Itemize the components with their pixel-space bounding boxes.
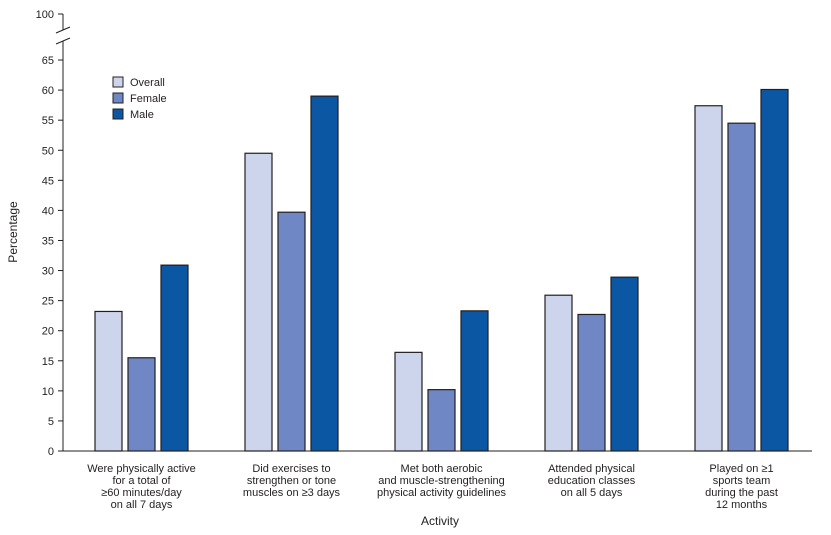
y-tick-label-5: 5 [48,416,54,428]
bar-overall-4 [694,105,723,452]
bar-male-1 [310,95,339,452]
legend-swatch-male [112,108,124,120]
category-label-0: Were physically active for a total of ≥60 … [87,463,196,511]
bar-female-1 [277,211,306,452]
y-tick-label-0: 0 [48,446,54,458]
category-label-line: strengthen or tone [247,475,336,487]
category-label-line: 12 months [716,499,768,511]
y-tick-label-30: 30 [42,266,54,278]
bar-overall-1 [244,152,273,452]
bar-overall-3 [544,294,573,452]
y-tick-label-60: 60 [42,85,54,97]
bar-male-3 [610,276,639,452]
y-tick-label-100: 100 [36,9,54,21]
bar-overall-2 [394,351,423,452]
bar-female-0 [127,357,156,452]
category-label-4: Played on ≥1 sports team during the past 12… [705,463,778,511]
bar-overall-0 [94,310,123,452]
legend-label-female: Female [130,93,167,105]
y-tick-label-50: 50 [42,145,54,157]
category-label-line: Attended physical [548,463,635,475]
y-tick-label-55: 55 [42,115,54,127]
category-label-line: physical activity guidelines [377,487,507,499]
y-tick-label-20: 20 [42,326,54,338]
bar-male-2 [460,310,489,452]
x-axis-title: Activity [421,514,459,528]
category-label-line: Met both aerobic [401,463,483,475]
category-label-line: on all 5 days [561,487,623,499]
axis-break-mark-top [55,26,71,34]
y-tick-label-65: 65 [42,55,54,67]
category-label-line: ≥60 minutes/day [101,487,182,499]
category-label-line: Were physically active [87,463,196,475]
category-label-line: muscles on ≥3 days [243,487,341,499]
y-tick-label-35: 35 [42,235,54,247]
bar-female-4 [727,122,756,452]
category-label-line: education classes [548,475,636,487]
y-tick-label-45: 45 [42,175,54,187]
y-tick-label-40: 40 [42,205,54,217]
category-label-line: Did exercises to [252,463,330,475]
category-label-2: Met both aerobic and muscle-strengthening… [377,463,507,499]
y-tick-label-10: 10 [42,386,54,398]
category-labels: Were physically active for a total of ≥60 … [87,463,778,511]
legend-swatch-overall [112,76,124,88]
axis-break-mark-bottom [55,37,71,45]
category-label-line: for a total of [112,475,171,487]
bars [94,88,789,452]
y-tick-label-15: 15 [42,356,54,368]
legend: Overall Female Male [112,76,167,121]
bar-female-3 [577,313,606,452]
axis-break-gap [58,30,68,41]
category-label-3: Attended physical education classes on all… [548,463,636,499]
y-axis-ticks: 0 5 10 15 20 25 30 35 40 45 50 55 60 65 [42,55,63,458]
axes: 100 [36,9,812,452]
category-label-line: and muscle-strengthening [378,475,505,487]
bar-male-4 [760,88,789,452]
legend-label-overall: Overall [130,77,165,89]
category-label-line: on all 7 days [111,499,173,511]
legend-label-male: Male [130,109,154,121]
category-label-line: during the past [705,487,778,499]
category-label-1: Did exercises to strengthen or tone muscle… [243,463,341,499]
category-label-line: Played on ≥1 [709,463,773,475]
category-label-line: sports team [713,475,770,487]
bar-female-2 [427,389,456,452]
y-tick-label-25: 25 [42,296,54,308]
legend-swatch-female [112,92,124,104]
y-axis-title: Percentage [6,201,20,263]
bar-male-0 [160,264,189,452]
